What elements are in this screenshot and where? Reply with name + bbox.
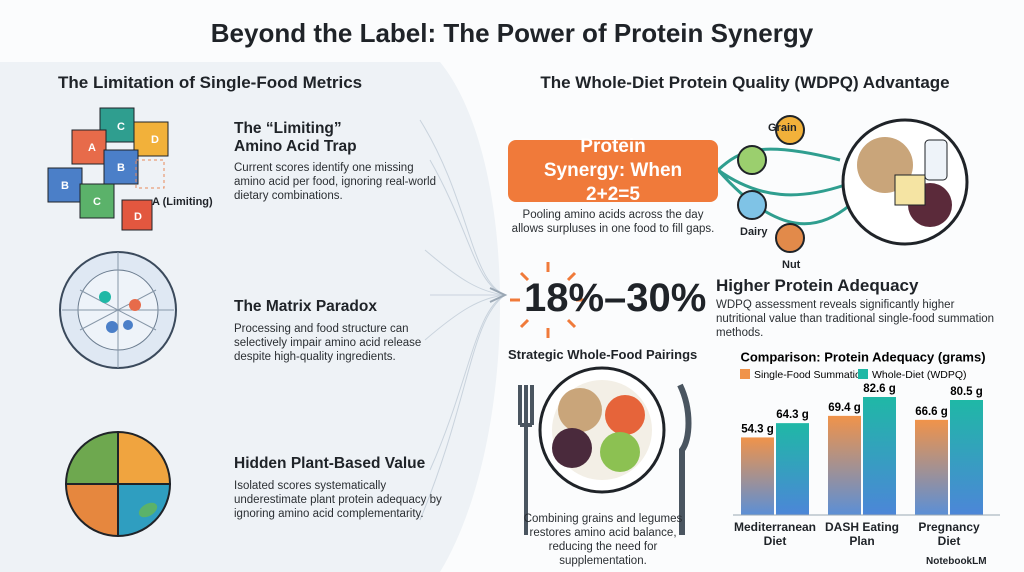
synergy-caption: Pooling amino acids across the day allow…: [511, 209, 715, 235]
stat-body: WDPQ assessment reveals significantly hi…: [716, 299, 995, 339]
pairings-caption: Combining grains and legumes restores am…: [523, 513, 683, 567]
stat-value: 18%–30%: [524, 276, 707, 320]
chart-title: Comparison: Protein Adequacy (grams): [740, 349, 985, 364]
bar: [950, 400, 983, 515]
source-label: Dairy: [740, 226, 768, 238]
bar: [828, 415, 861, 515]
legend-swatch: [740, 369, 750, 379]
puzzle-illustration: [64, 430, 172, 538]
svg-text:B: B: [61, 180, 69, 192]
brand: NotebookLM: [926, 556, 987, 567]
sunburst: [510, 262, 586, 338]
svg-text:B: B: [117, 162, 125, 174]
synergy-box: Protein Synergy: When 2+2=5: [508, 136, 718, 205]
source-label: Nut: [782, 259, 801, 271]
matrix-illustration: [59, 251, 177, 369]
item-title: Hidden Plant-Based Value: [234, 455, 426, 472]
legend-swatch: [858, 369, 868, 379]
source-label: Grain: [768, 122, 797, 134]
x-tick-label: DASH Eating Plan: [824, 520, 899, 548]
pairings-heading: Strategic Whole-Food Pairings: [508, 347, 698, 362]
left-heading: The Limitation of Single-Food Metrics: [58, 73, 363, 92]
flow-lines: [419, 119, 506, 521]
right-heading: The Whole-Diet Protein Quality (WDPQ) Ad…: [540, 73, 950, 92]
value-label: 69.4 g: [828, 402, 861, 414]
svg-text:D: D: [134, 211, 142, 223]
value-label: 64.3 g: [776, 409, 809, 421]
value-label: 80.5 g: [950, 386, 983, 398]
plate-illustration: [518, 366, 692, 535]
value-label: 82.6 g: [863, 383, 896, 395]
item-title: The Matrix Paradox: [234, 298, 377, 315]
limiting-label: A (Limiting): [152, 196, 213, 208]
svg-text:C: C: [117, 121, 125, 133]
cube-illustration: A D B B C D C: [47, 107, 169, 231]
item-title: The “Limiting” Amino Acid Trap: [234, 120, 357, 155]
value-label: 54.3 g: [741, 423, 774, 435]
svg-text:C: C: [93, 196, 101, 208]
svg-text:A: A: [88, 142, 96, 154]
item-body: Current scores identify one missing amin…: [234, 162, 436, 202]
title: Beyond the Label: The Power of Protein S…: [210, 18, 814, 48]
x-tick-label: Mediterranean Diet: [733, 520, 817, 548]
arrow: [489, 287, 508, 303]
item-body: Isolated scores systematically underesti…: [234, 480, 442, 520]
bar: [741, 437, 774, 515]
bar: [863, 397, 896, 515]
x-tick-label: Pregnancy Diet: [918, 520, 980, 548]
svg-text:D: D: [151, 134, 159, 146]
item-body: Processing and food structure can select…: [234, 323, 422, 363]
value-label: 66.6 g: [915, 406, 948, 418]
synergy-title: Protein Synergy: When 2+2=5: [543, 136, 683, 205]
bar: [776, 423, 809, 515]
legend-label: Single-Food Summation: [754, 369, 867, 381]
legend-label: Whole-Diet (WDPQ): [872, 369, 967, 381]
sources-illustration: [716, 115, 969, 253]
bar: [915, 419, 948, 515]
stat-title: Higher Protein Adequacy: [716, 276, 919, 295]
